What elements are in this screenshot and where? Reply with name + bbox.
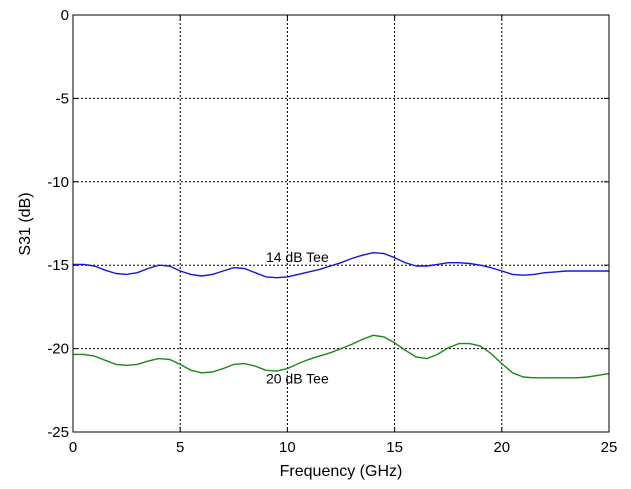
x-tick-label: 20 [493, 439, 510, 456]
y-tick-label: -25 [47, 424, 69, 441]
annotation-label: 14 dB Tee [266, 249, 329, 265]
x-tick-label: 0 [69, 439, 77, 456]
y-axis-label: S31 (dB) [17, 192, 34, 255]
grid-lines [72, 14, 610, 433]
y-tick-label: 0 [61, 7, 69, 24]
y-tick-label: -5 [56, 90, 69, 107]
x-tick-label: 5 [176, 439, 184, 456]
x-axis-label: Frequency (GHz) [280, 463, 403, 480]
x-tick-labels: 0 5 10 15 20 25 [69, 439, 618, 456]
annotation-label: 20 dB Tee [266, 371, 329, 387]
annotations: 14 dB Tee 20 dB Tee [266, 249, 329, 387]
series-line-14-db-tee [73, 251, 609, 279]
series-line-20-db-tee [73, 334, 610, 379]
y-tick-label: -10 [47, 174, 69, 191]
x-tick-label: 25 [601, 439, 618, 456]
y-tick-label: -15 [47, 257, 69, 274]
y-tick-label: -20 [47, 341, 69, 358]
plot-frame [72, 14, 610, 433]
x-tick-label: 10 [279, 439, 296, 456]
x-tick-label: 15 [386, 439, 403, 456]
y-tick-labels: 0 -5 -10 -15 -20 -25 [47, 7, 69, 441]
series-lines [73, 251, 610, 379]
